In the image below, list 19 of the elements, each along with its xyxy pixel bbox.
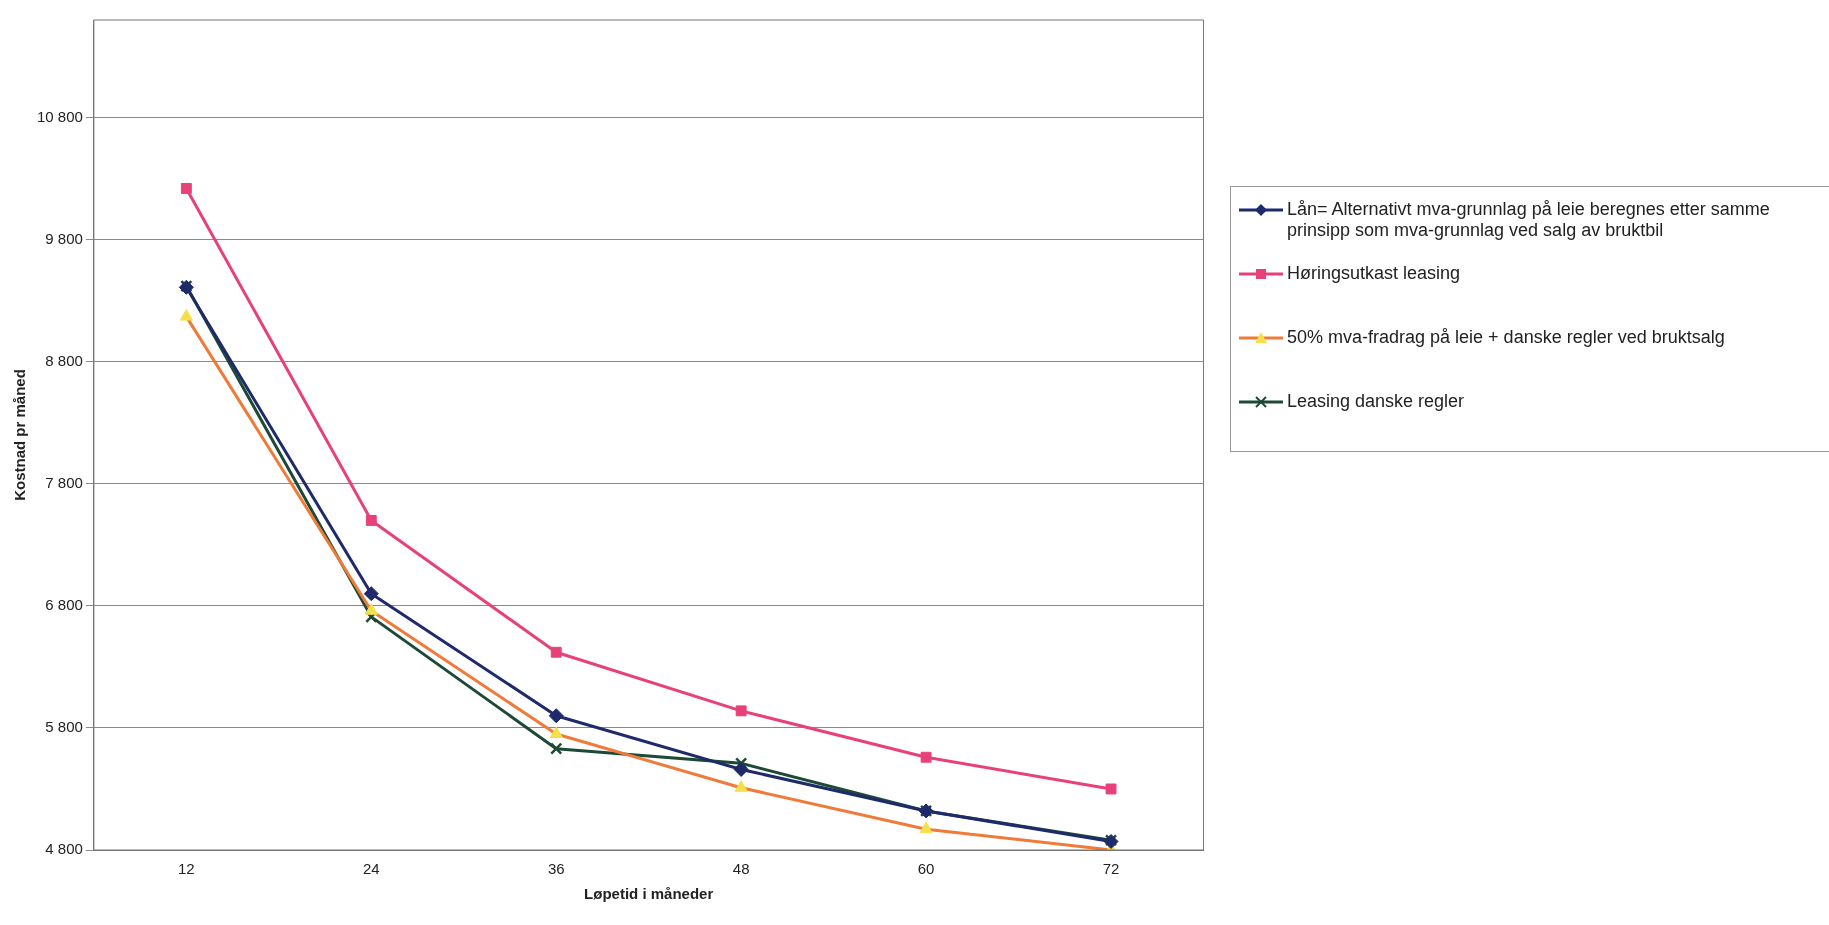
y-tick-label: 10 800 (36, 107, 83, 125)
legend-label: 50% mva-fradrag på leie + danske regler ved bruktsalg (1287, 327, 1725, 348)
y-tick-label: 7 800 (45, 473, 83, 491)
x-tick-label: 24 (362, 860, 380, 878)
y-tick-label: 9 800 (45, 229, 83, 247)
y-tick-label: 4 800 (45, 840, 83, 858)
y-tick-label: 8 800 (45, 351, 83, 369)
legend-label: Leasing danske regler (1287, 391, 1465, 412)
y-tick-label: 6 800 (45, 596, 83, 614)
x-tick-label: 48 (732, 860, 750, 878)
y-axis-title: Kostnad pr måned (11, 369, 29, 501)
legend-label: Lån= Alternativt mva-grunnlag på leie beregnes etter samme prinsipp som mva-grunnlag ved salg av bruktbil (1287, 199, 1771, 241)
y-tick-label: 5 800 (45, 718, 83, 736)
legend-label: Høringsutkast leasing (1287, 263, 1461, 284)
x-tick-label: 12 (178, 860, 195, 878)
x-tick-label: 60 (917, 860, 935, 878)
x-axis-title: Løpetid i måneder (584, 885, 714, 903)
x-tick-label: 36 (547, 860, 565, 878)
x-tick-label: 72 (1102, 860, 1120, 878)
